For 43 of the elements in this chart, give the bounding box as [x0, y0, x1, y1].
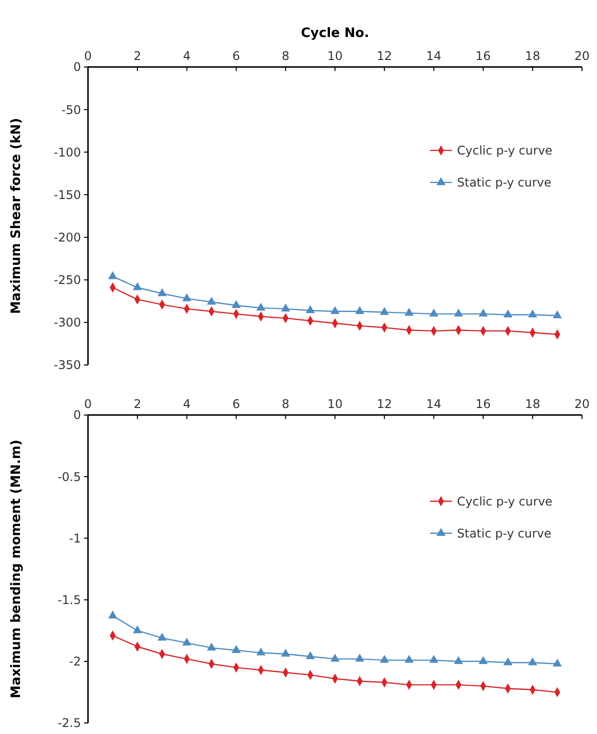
y-tick-label: -1: [69, 531, 81, 546]
x-tick-label: 20: [574, 49, 590, 63]
y-tick-label: -100: [54, 145, 81, 160]
y-axis-title: Maximum Shear force (kN): [9, 118, 24, 314]
x-axis-title: Cycle No.: [300, 26, 370, 41]
x-tick-label: 8: [282, 49, 290, 63]
y-tick-label: 0: [73, 60, 81, 74]
x-tick-label: 20: [574, 397, 590, 411]
x-tick-label: 0: [84, 49, 92, 63]
x-tick-label: 18: [524, 49, 540, 63]
y-tick-label: 0: [73, 408, 81, 422]
x-tick-label: 0: [84, 397, 92, 411]
y-tick-label: -2.5: [58, 716, 81, 730]
y-axis-title: Maximum bending moment (MN.m): [9, 440, 24, 698]
legend-label: Static p-y curve: [457, 526, 552, 540]
x-tick-label: 12: [376, 49, 392, 63]
x-tick-label: 2: [134, 49, 142, 63]
x-tick-label: 10: [327, 49, 343, 63]
x-tick-label: 14: [426, 49, 442, 63]
x-tick-label: 14: [426, 397, 442, 411]
y-tick-label: -0.5: [58, 470, 81, 484]
y-tick-label: -1.5: [58, 593, 81, 607]
legend-label: Static p-y curve: [457, 176, 552, 190]
x-tick-label: 16: [476, 49, 491, 63]
y-tick-label: -350: [54, 358, 81, 372]
x-tick-label: 8: [282, 397, 290, 411]
x-tick-label: 12: [376, 397, 392, 411]
y-tick-label: -2: [69, 654, 81, 669]
legend-label: Cyclic p-y curve: [457, 144, 552, 158]
x-tick-label: 4: [182, 49, 191, 63]
legend-label: Cyclic p-y curve: [457, 494, 552, 508]
x-tick-label: 6: [232, 49, 240, 63]
y-tick-label: -200: [54, 230, 81, 244]
y-tick-label: -300: [54, 316, 81, 330]
y-tick-label: -150: [54, 188, 81, 202]
y-tick-label: -50: [61, 102, 81, 117]
x-tick-label: 10: [327, 397, 343, 411]
x-tick-label: 4: [182, 397, 191, 411]
x-tick-label: 18: [524, 397, 540, 411]
x-tick-label: 16: [476, 397, 491, 411]
y-tick-label: -250: [54, 273, 81, 288]
x-tick-label: 6: [232, 397, 240, 411]
x-tick-label: 2: [134, 397, 142, 411]
